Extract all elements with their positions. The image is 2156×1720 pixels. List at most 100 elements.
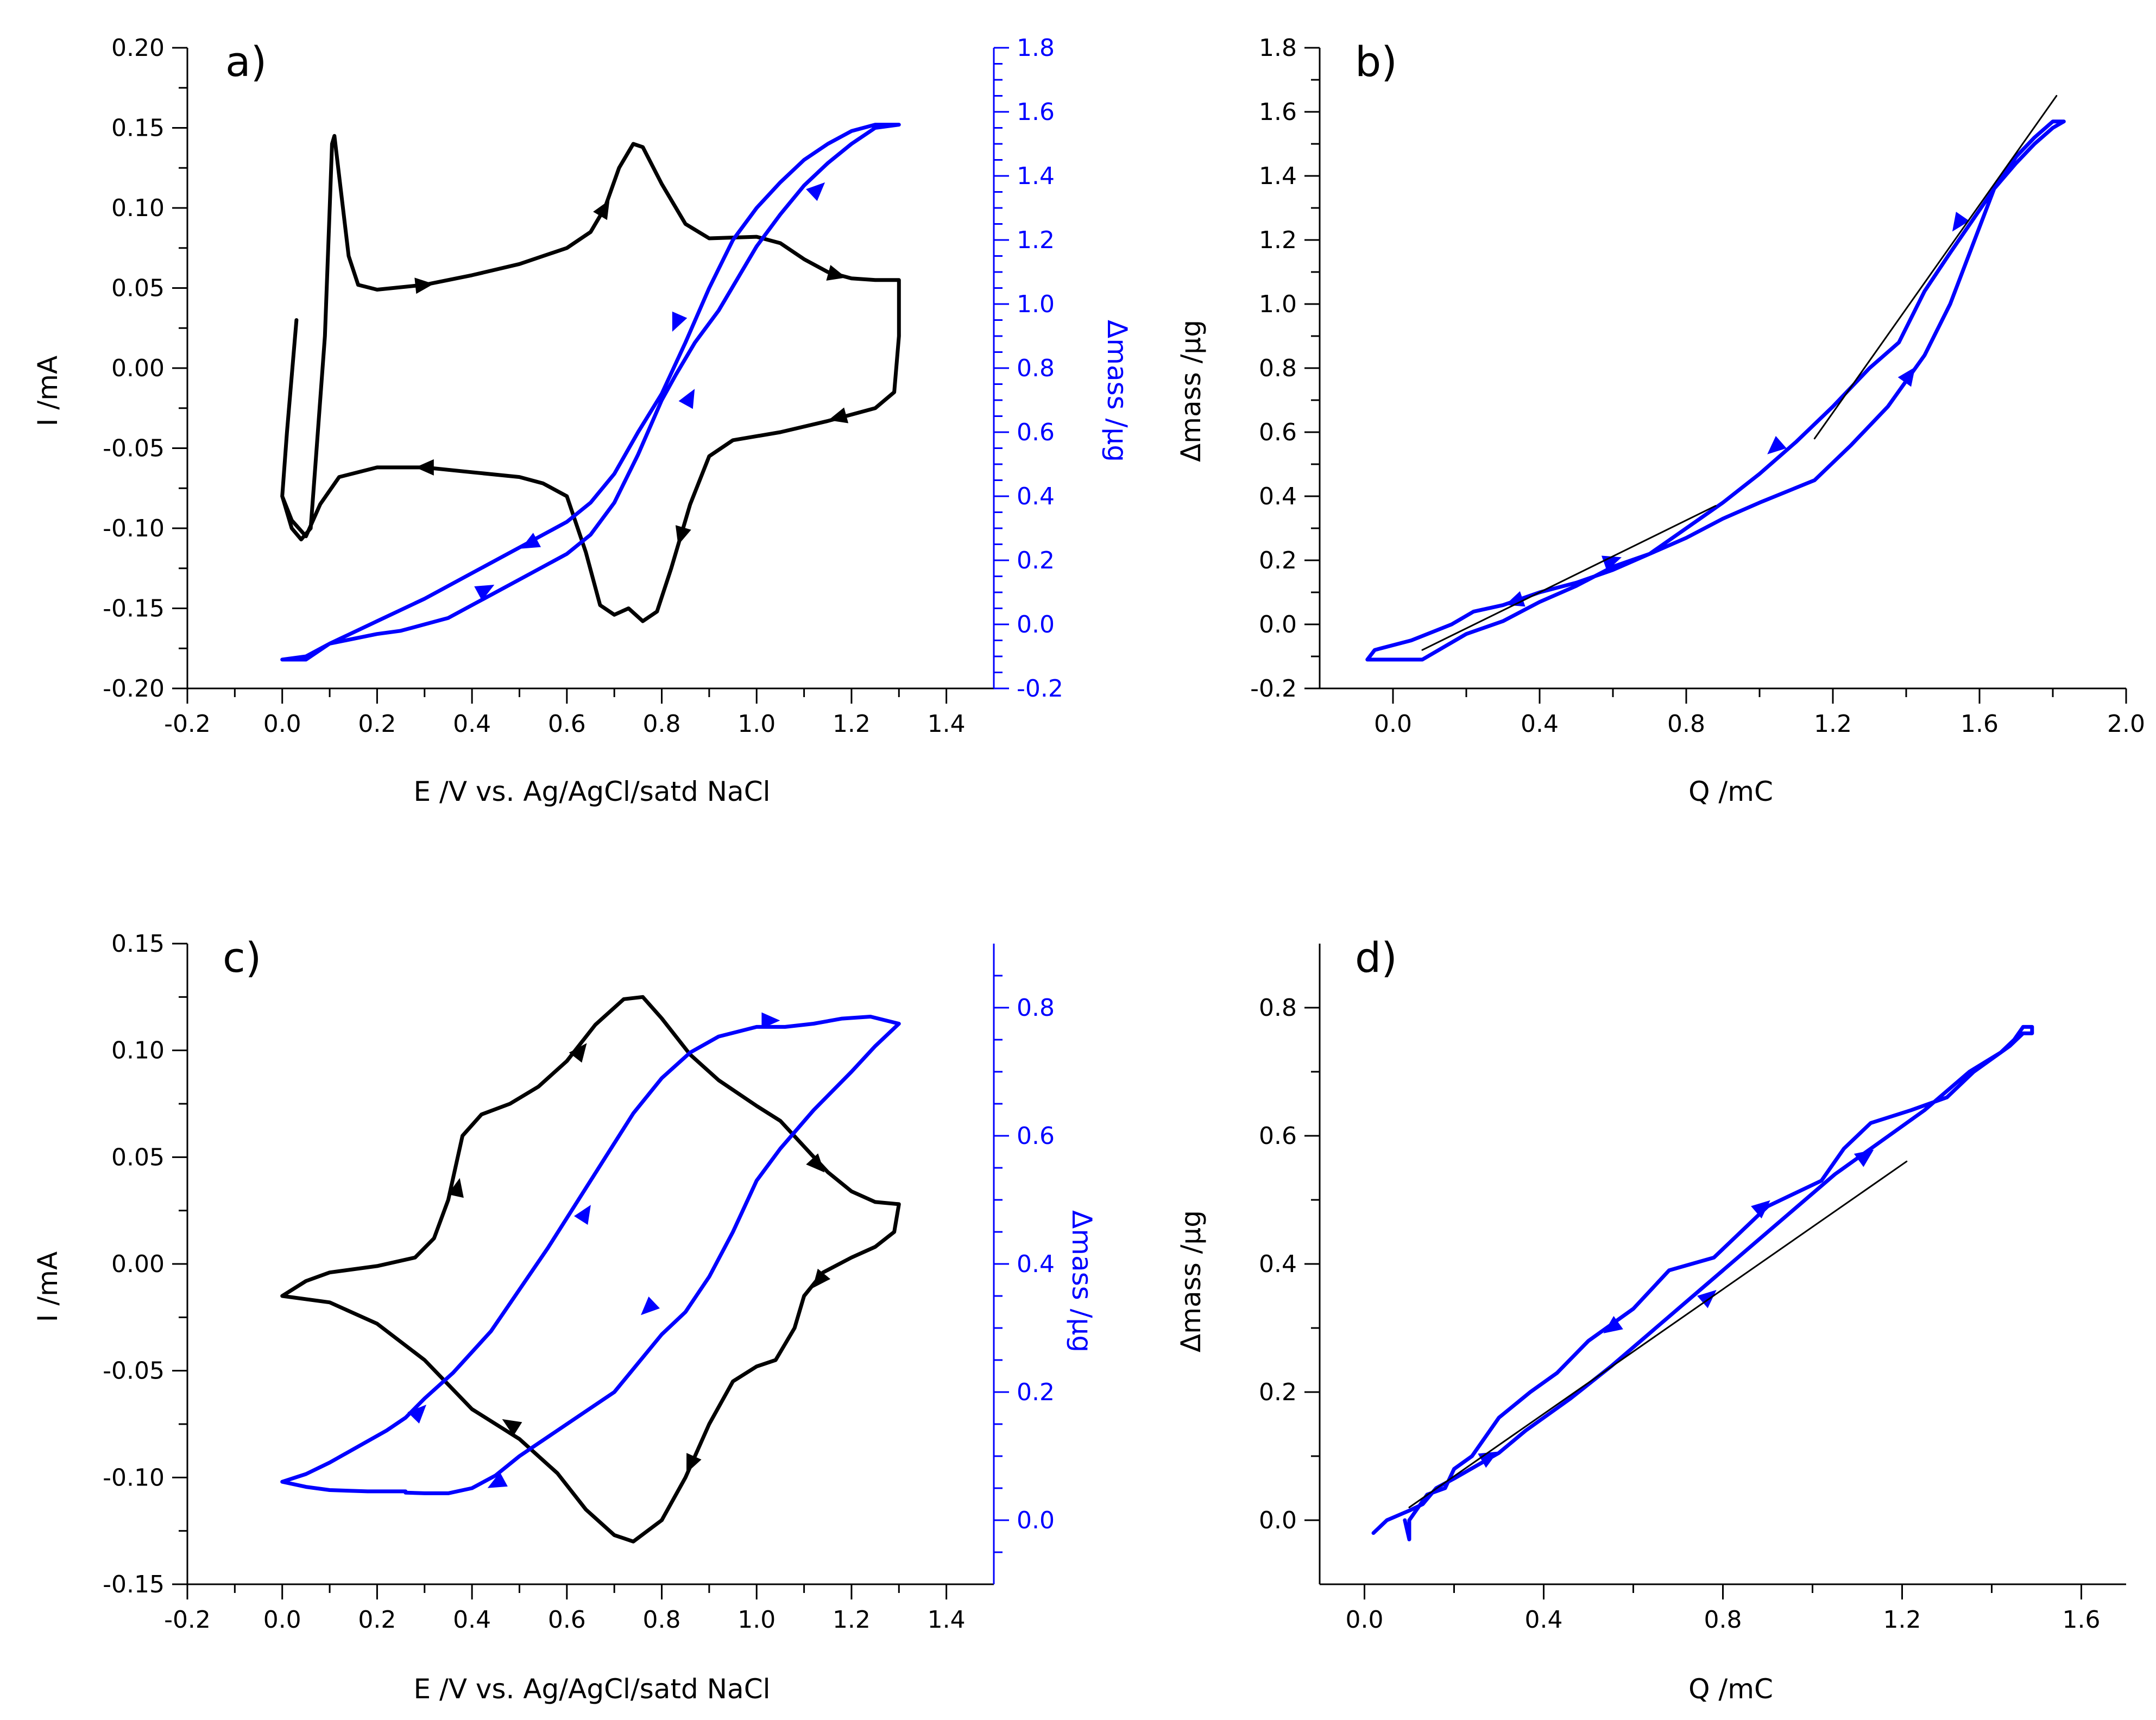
panel-a-series-current: [280, 134, 901, 623]
panel-a-ytick-label: -0.15: [103, 595, 165, 623]
panel-c-xtick-label: 1.0: [737, 1606, 776, 1634]
panel-c-xtick-label: 1.4: [928, 1606, 966, 1634]
panel-c-series-mass: [280, 1015, 901, 1495]
panel-c-xtick-label: 0.6: [548, 1606, 586, 1634]
panel-a-label: a): [225, 37, 267, 86]
panel-a-plot: -0.2 0.0 0.2 0.4 0.6 0.8 1.0 1.2 1.4 -0.20 -0.15 -0…: [103, 34, 1063, 738]
panel-b-xtick-label: 0.0: [1374, 710, 1412, 738]
panel-a-ytick-label: 0.15: [111, 115, 165, 142]
panel-c-arrow-mass: [574, 1205, 591, 1225]
panel-a-arrow-current: [675, 525, 691, 546]
panel-d-ytick-label: 0.0: [1259, 1507, 1297, 1534]
panel-c-arrow-mass: [487, 1472, 508, 1488]
panel-a-xtick-label: 0.6: [548, 710, 586, 738]
panel-c-arrow-mass: [407, 1405, 426, 1424]
panel-b-ytick-label: 0.0: [1259, 611, 1297, 638]
panel-d-arrow-mass: [1603, 1316, 1623, 1333]
panel-c-ylabel: I /mA: [32, 1251, 64, 1322]
panel-a-y2label: Δmass /μg: [1101, 320, 1133, 462]
panel-d-xlabel: Q /mC: [1688, 1673, 1773, 1705]
panel-c-arrow-mass: [641, 1297, 660, 1316]
panel-d-xtick-label: 0.8: [1704, 1606, 1742, 1634]
panel-d-series-linear-fit: [1408, 1160, 1908, 1508]
panel-c: -0.2 0.0 0.2 0.4 0.6 0.8 1.0 1.2 1.4 -0.15 -0.10 -0…: [32, 930, 1098, 1705]
panel-a-y2tick-label: -0.2: [1017, 675, 1063, 703]
panel-b-xlabel: Q /mC: [1688, 776, 1773, 807]
panel-c-xtick-label: 0.0: [263, 1606, 301, 1634]
panel-b-xtick-label: 1.2: [1814, 710, 1852, 738]
panel-d-ytick-label: 0.8: [1259, 994, 1297, 1022]
panel-a-ytick-label: -0.10: [103, 515, 165, 542]
panel-c-y2tick-label: 0.6: [1017, 1122, 1055, 1150]
panel-a-xtick-label: 0.2: [358, 710, 396, 738]
panel-a-arrow-mass: [806, 182, 825, 201]
panel-c-label: c): [223, 933, 261, 982]
panel-b-xtick-label: 1.6: [1960, 710, 1999, 738]
panel-b-xtick-label: 0.8: [1667, 710, 1705, 738]
panel-b-ylabel: Δmass /μg: [1175, 320, 1207, 462]
panel-b-series-linear-fit-low: [1421, 505, 1717, 651]
panel-d-label: d): [1355, 933, 1397, 982]
panel-a-ytick-label: 0.10: [111, 194, 165, 222]
panel-b-ytick-label: 0.6: [1259, 419, 1297, 446]
panel-b-plot: 0.0 0.4 0.8 1.2 1.6 2.0 -0.2 0.0 0.2 0.4 0.6 0.8 1.0…: [1250, 34, 2145, 738]
panel-a-ylabel: I /mA: [32, 356, 64, 426]
panel-d-xtick-label: 0.4: [1525, 1606, 1563, 1634]
panel-b-ytick-label: 1.0: [1259, 290, 1297, 318]
panel-c-ytick-label: -0.15: [103, 1571, 165, 1598]
panel-a-y2tick-label: 0.4: [1017, 483, 1055, 510]
panel-b-ytick-label: 0.8: [1259, 355, 1297, 382]
panel-a-xlabel: E /V vs. Ag/AgCl/satd NaCl: [413, 776, 770, 807]
panel-c-ytick-label: 0.15: [111, 930, 165, 958]
panel-a-y2tick-label: 0.8: [1017, 355, 1055, 382]
panel-a-xtick-label: 0.0: [263, 710, 301, 738]
panel-d-ylabel: Δmass /μg: [1175, 1210, 1207, 1352]
panel-a-arrow-current: [414, 277, 434, 294]
panel-d-arrow-mass: [1751, 1200, 1770, 1219]
panel-b-arrow-mass: [1897, 367, 1915, 387]
panel-a-arrow-mass: [521, 533, 541, 549]
panel-a-y2tick-label: 0.0: [1017, 611, 1055, 638]
panel-b-ytick-label: -0.2: [1250, 675, 1297, 703]
panel-b-ytick-label: 1.4: [1259, 162, 1297, 190]
panel-a-series-mass: [280, 123, 901, 662]
panel-c-y2tick-label: 0.8: [1017, 994, 1055, 1022]
panel-a-xtick-label: 1.0: [737, 710, 776, 738]
panel-a-arrow-current: [828, 407, 849, 423]
panel-c-y2tick-label: 0.2: [1017, 1378, 1055, 1406]
panel-c-xtick-label: 0.2: [358, 1606, 396, 1634]
panel-d-plot: 0.0 0.4 0.8 1.2 1.6 0.0 0.2 0.4 0.6 0.8: [1259, 944, 2126, 1634]
panel-b-ytick-label: 0.2: [1259, 547, 1297, 574]
panel-d-arrow-mass: [1697, 1289, 1717, 1308]
panel-c-arrow-current: [502, 1419, 522, 1436]
panel-c-y2tick-label: 0.4: [1017, 1250, 1055, 1278]
panel-d-ytick-label: 0.2: [1259, 1378, 1297, 1406]
panel-b-ytick-label: 1.6: [1259, 98, 1297, 126]
panel-a-arrow-current: [593, 200, 610, 220]
panel-c-arrow-current: [812, 1268, 831, 1288]
panel-c-y2label: Δmass /μg: [1066, 1210, 1098, 1352]
panel-c-xtick-label: -0.2: [164, 1606, 211, 1634]
panel-b-series-mass: [1365, 119, 2066, 662]
panel-c-ytick-label: 0.10: [111, 1037, 165, 1065]
panel-c-plot: -0.2 0.0 0.2 0.4 0.6 0.8 1.0 1.2 1.4 -0.15 -0.10 -0…: [103, 930, 1055, 1634]
panel-a-y2tick-label: 1.8: [1017, 34, 1055, 62]
panel-b: 0.0 0.4 0.8 1.2 1.6 2.0 -0.2 0.0 0.2 0.4 0.6 0.8 1.0…: [1175, 34, 2145, 807]
panel-c-series-current: [280, 995, 901, 1544]
panel-b-xtick-label: 2.0: [2107, 710, 2145, 738]
panel-a: -0.2 0.0 0.2 0.4 0.6 0.8 1.0 1.2 1.4 -0.20 -0.15 -0…: [32, 34, 1133, 807]
panel-a-ytick-label: -0.20: [103, 675, 165, 703]
panel-c-arrow-current: [447, 1178, 464, 1198]
panel-b-xtick-label: 0.4: [1521, 710, 1559, 738]
panel-c-arrow-mass: [761, 1012, 780, 1029]
panel-c-y2tick-label: 0.0: [1017, 1507, 1055, 1534]
panel-a-y2tick-label: 1.6: [1017, 98, 1055, 126]
panel-a-arrow-mass: [672, 311, 688, 332]
panel-a-y2tick-label: 1.4: [1017, 162, 1055, 190]
panel-b-series-linear-fit-high: [1813, 95, 2058, 440]
panel-a-arrow-current: [826, 265, 847, 281]
panel-a-y2tick-label: 1.2: [1017, 226, 1055, 254]
panel-a-arrow-current: [415, 459, 434, 476]
panel-b-arrow-mass: [1767, 436, 1787, 454]
